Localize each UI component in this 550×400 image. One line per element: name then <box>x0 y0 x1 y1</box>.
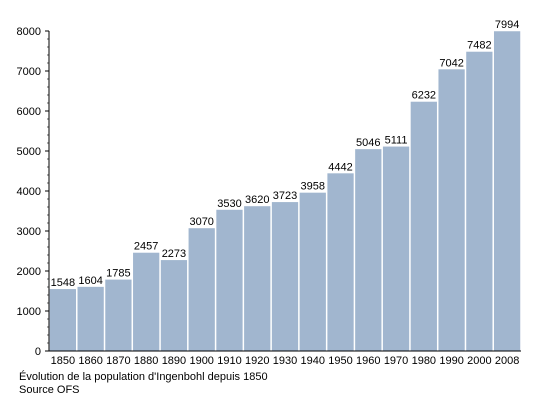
x-tick-label-1990: 1990 <box>439 355 463 367</box>
bar-1870 <box>105 279 132 351</box>
y-tick-label-8000: 8000 <box>17 26 41 38</box>
x-tick-label-2008: 2008 <box>495 355 519 367</box>
x-tick-label-1970: 1970 <box>384 355 408 367</box>
data-label-1950: 4442 <box>328 161 352 173</box>
bar-1930 <box>271 202 299 351</box>
bar-1940 <box>299 192 326 351</box>
data-label-1920: 3620 <box>245 194 269 206</box>
caption-source: Source OFS <box>19 384 80 396</box>
data-labels-group: 1548 1604 1785 2457 2273 3070 3530 3620 3723 3958… <box>51 19 520 289</box>
y-tick-label-6000: 6000 <box>17 106 41 118</box>
bar-2008 <box>493 31 521 352</box>
data-label-2008: 7994 <box>495 19 519 31</box>
x-tick-label-1960: 1960 <box>356 355 380 367</box>
data-label-1890: 2273 <box>162 248 186 260</box>
data-label-1870: 1785 <box>106 268 130 280</box>
data-label-1990: 7042 <box>439 57 463 69</box>
data-label-1850: 1548 <box>51 277 75 289</box>
x-tick-label-1950: 1950 <box>328 355 352 367</box>
bar-1910 <box>216 209 243 351</box>
bar-1960 <box>355 149 382 351</box>
y-tick-label-7000: 7000 <box>17 66 41 78</box>
y-axis: 0 1000 2000 3000 4000 5000 6000 7000 8000 <box>17 26 50 358</box>
bar-1880 <box>133 252 160 351</box>
bars-group <box>49 31 521 352</box>
bar-1900 <box>188 228 215 351</box>
caption-title: Évolution de la population d'Ingenbohl d… <box>19 371 268 383</box>
x-tick-label-1920: 1920 <box>245 355 269 367</box>
y-tick-label-4000: 4000 <box>17 186 41 198</box>
y-tick-label-5000: 5000 <box>17 146 41 158</box>
x-tick-label-1980: 1980 <box>412 355 436 367</box>
bar-1890 <box>160 260 188 351</box>
x-tick-label-1880: 1880 <box>134 355 158 367</box>
data-label-1900: 3070 <box>189 216 213 228</box>
bar-1920 <box>244 206 271 351</box>
data-label-1960: 5046 <box>356 137 380 149</box>
x-tick-label-1890: 1890 <box>162 355 186 367</box>
x-tick-label-1870: 1870 <box>106 355 130 367</box>
y-tick-label-1000: 1000 <box>17 306 41 318</box>
bar-1850 <box>49 289 77 351</box>
y-tick-label-0: 0 <box>35 346 41 358</box>
x-tick-label-1910: 1910 <box>217 355 241 367</box>
data-label-1980: 6232 <box>412 90 436 102</box>
x-axis: 1850 1860 1870 1880 1890 1900 1910 1920 1930 1940… <box>49 350 521 367</box>
bar-1950 <box>327 173 354 351</box>
data-label-1860: 1604 <box>78 275 102 287</box>
bar-1980 <box>410 101 437 351</box>
data-label-1940: 3958 <box>301 181 325 193</box>
data-label-2000: 7482 <box>467 40 491 52</box>
bar-2000 <box>466 51 493 351</box>
x-tick-label-1900: 1900 <box>189 355 213 367</box>
x-tick-label-2000: 2000 <box>467 355 491 367</box>
bar-1970 <box>382 146 410 351</box>
bar-1990 <box>438 69 465 351</box>
x-tick-label-1850: 1850 <box>51 355 75 367</box>
bar-1860 <box>77 286 104 351</box>
data-label-1880: 2457 <box>134 241 158 253</box>
x-tick-label-1860: 1860 <box>78 355 102 367</box>
data-label-1970: 5111 <box>385 135 408 147</box>
y-tick-label-2000: 2000 <box>17 266 41 278</box>
x-tick-label-1930: 1930 <box>273 355 297 367</box>
data-label-1910: 3530 <box>217 198 241 210</box>
data-label-1930: 3723 <box>273 190 297 202</box>
x-tick-label-1940: 1940 <box>301 355 325 367</box>
y-tick-label-3000: 3000 <box>17 226 41 238</box>
